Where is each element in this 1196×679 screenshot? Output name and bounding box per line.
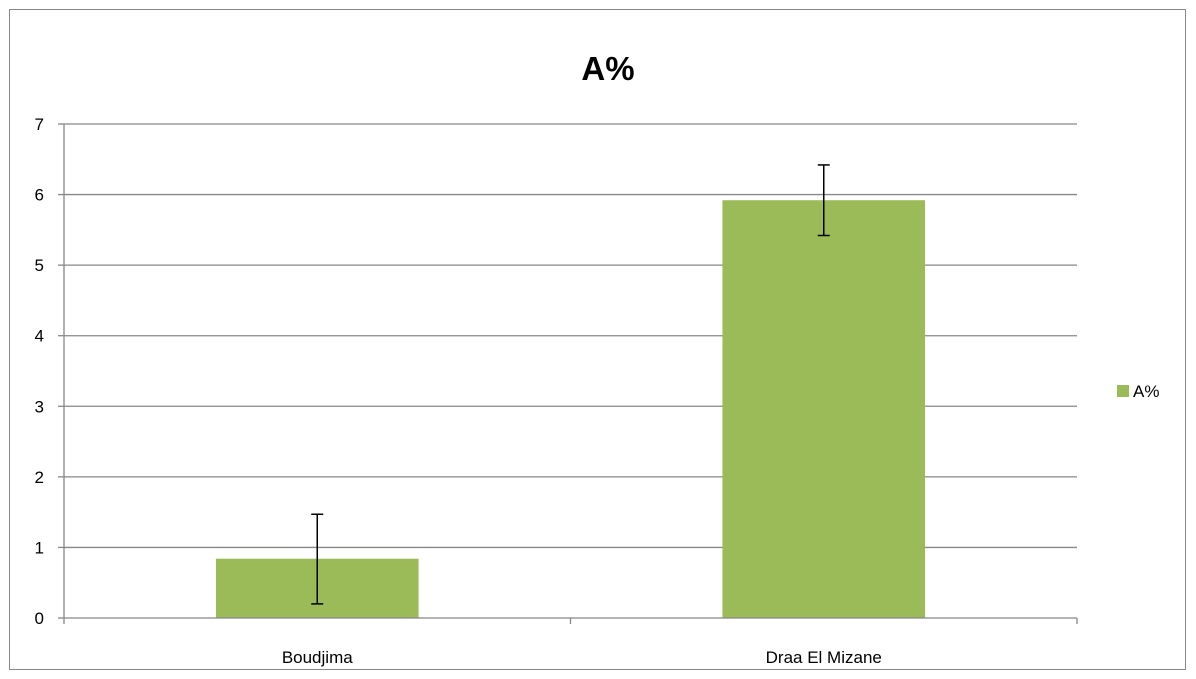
x-tick-label-1: Draa El Mizane	[766, 648, 882, 667]
tick-labels: 0 1 2 3 4 5 6 7 Boudjima Draa El Mizane	[35, 115, 882, 667]
y-tick-label-0: 0	[35, 609, 44, 628]
y-tick-label-2: 2	[35, 468, 44, 487]
chart-title: A%	[581, 50, 634, 87]
x-tick-label-0: Boudjima	[282, 648, 353, 667]
y-tick-label-1: 1	[35, 538, 44, 557]
y-tick-label-6: 6	[35, 186, 44, 205]
legend-swatch	[1117, 385, 1129, 397]
bars	[215, 164, 926, 618]
y-tick-label-3: 3	[35, 397, 44, 416]
y-tick-label-4: 4	[35, 327, 44, 346]
legend-label: A%	[1133, 382, 1159, 401]
legend: A%	[1117, 382, 1159, 401]
y-tick-label-5: 5	[35, 256, 44, 275]
bar-1	[722, 200, 926, 618]
chart-area	[9, 9, 1186, 670]
y-tick-label-7: 7	[35, 115, 44, 134]
axes	[58, 123, 1078, 624]
